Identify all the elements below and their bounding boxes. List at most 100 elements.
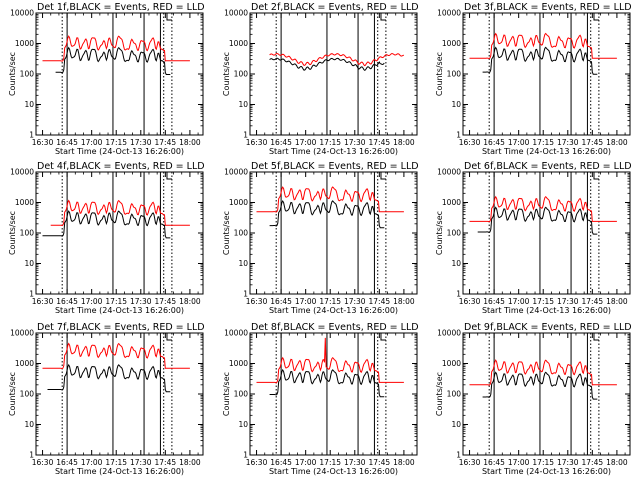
x-tick-label: 17:15 [532,458,554,467]
x-tick-label: 17:45 [369,458,391,467]
y-tick-label: 10000 [10,9,34,18]
y-axis-label: Counts/sec [8,372,17,416]
lld-series [50,199,190,227]
x-tick-label: 16:45 [56,138,78,147]
x-tick-label: 16:45 [483,458,505,467]
plot-frame [249,171,418,295]
x-axis-label: Start Time (24-Oct-13 16:26:00) [55,467,184,476]
panel-title: Det 2f,BLACK = Events, RED = LLD [251,2,419,13]
events-series [477,206,598,235]
y-tick-label: 1 [29,131,34,140]
x-axis-label: Start Time (24-Oct-13 16:26:00) [482,467,611,476]
y-tick-label: 100 [234,229,249,238]
plot-frame [35,12,204,136]
y-axis-label: Counts/sec [435,372,444,416]
y-tick-label: 10 [24,100,34,109]
x-tick-label: 16:45 [270,458,292,467]
x-axis-label: Start Time (24-Oct-13 16:26:00) [482,306,611,315]
legend-marker [593,172,599,180]
x-tick-label: 18:00 [179,297,201,306]
legend-marker [593,333,599,341]
y-tick-label: 100 [20,70,35,79]
events-series [47,363,171,393]
y-tick-label: 100 [234,70,249,79]
y-tick-label: 10000 [10,329,34,338]
x-tick-label: 16:45 [483,297,505,306]
panel-det-6: Det 6f,BLACK = Events, RED = LLD 1 10 100 10… [435,161,632,315]
panel-title: Det 4f,BLACK = Events, RED = LLD [37,161,205,172]
legend-marker [380,172,386,180]
x-tick-label: 17:00 [81,297,103,306]
legend-marker [166,333,172,341]
x-tick-label: 16:30 [32,458,54,467]
y-tick-label: 1000 [442,198,461,207]
lld-series [256,337,404,384]
x-tick-label: 17:45 [155,458,177,467]
x-tick-label: 17:15 [105,297,127,306]
legend-marker [593,13,599,21]
panel-title: Det 1f,BLACK = Events, RED = LLD [37,2,205,13]
y-tick-label: 1000 [442,359,461,368]
panel-title: Det 6f,BLACK = Events, RED = LLD [464,161,632,172]
y-axis-label: Counts/sec [222,211,231,255]
x-tick-label: 17:30 [557,297,579,306]
panel-title: Det 9f,BLACK = Events, RED = LLD [464,322,632,333]
x-tick-label: 17:45 [155,297,177,306]
x-axis-label: Start Time (24-Oct-13 16:26:00) [269,147,398,156]
x-tick-label: 18:00 [179,138,201,147]
y-axis-label: Counts/sec [222,372,231,416]
y-tick-label: 10000 [10,168,34,177]
y-tick-label: 1 [456,131,461,140]
y-tick-label: 10 [24,420,34,429]
x-tick-label: 17:00 [81,458,103,467]
x-tick-label: 17:30 [130,458,152,467]
lld-series [469,32,617,60]
x-tick-label: 16:45 [483,138,505,147]
events-series [269,368,385,398]
x-tick-label: 17:15 [105,138,127,147]
y-tick-label: 10 [451,420,461,429]
legend-marker [380,333,386,341]
y-tick-label: 10000 [437,168,461,177]
x-tick-label: 17:15 [105,458,127,467]
events-series [482,46,598,75]
y-tick-label: 10 [24,259,34,268]
y-tick-label: 100 [447,229,462,238]
y-axis-label: Counts/sec [435,211,444,255]
x-tick-label: 16:30 [246,458,268,467]
panel-det-5: Det 5f,BLACK = Events, RED = LLD 1 10 100 10… [222,161,419,315]
legend-marker [166,13,172,21]
y-axis-label: Counts/sec [435,52,444,96]
y-tick-label: 10000 [224,329,248,338]
x-tick-label: 17:45 [155,138,177,147]
x-tick-label: 16:45 [56,297,78,306]
y-tick-label: 1 [456,290,461,299]
x-tick-label: 18:00 [179,458,201,467]
lld-series [42,35,190,62]
x-tick-label: 18:00 [606,458,628,467]
y-tick-label: 10000 [224,168,248,177]
x-tick-label: 17:15 [319,297,341,306]
x-axis-label: Start Time (24-Oct-13 16:26:00) [482,147,611,156]
x-tick-label: 17:45 [369,297,391,306]
y-tick-label: 10 [238,259,248,268]
events-series [55,46,171,75]
x-tick-label: 17:30 [344,458,366,467]
y-tick-label: 10000 [437,9,461,18]
y-tick-label: 100 [447,70,462,79]
y-tick-label: 1 [243,451,248,460]
x-tick-label: 17:30 [557,458,579,467]
plot-frame [462,332,631,456]
x-tick-label: 17:45 [582,297,604,306]
y-tick-label: 1 [243,290,248,299]
y-axis-label: Counts/sec [8,52,17,96]
panel-det-4: Det 4f,BLACK = Events, RED = LLD 1 10 100 10… [8,161,205,315]
x-tick-label: 17:30 [130,138,152,147]
y-tick-label: 1000 [229,359,248,368]
x-tick-label: 17:15 [532,138,554,147]
x-tick-label: 17:45 [369,138,391,147]
y-tick-label: 1000 [15,39,34,48]
y-tick-label: 1000 [15,198,34,207]
events-series [269,57,385,71]
